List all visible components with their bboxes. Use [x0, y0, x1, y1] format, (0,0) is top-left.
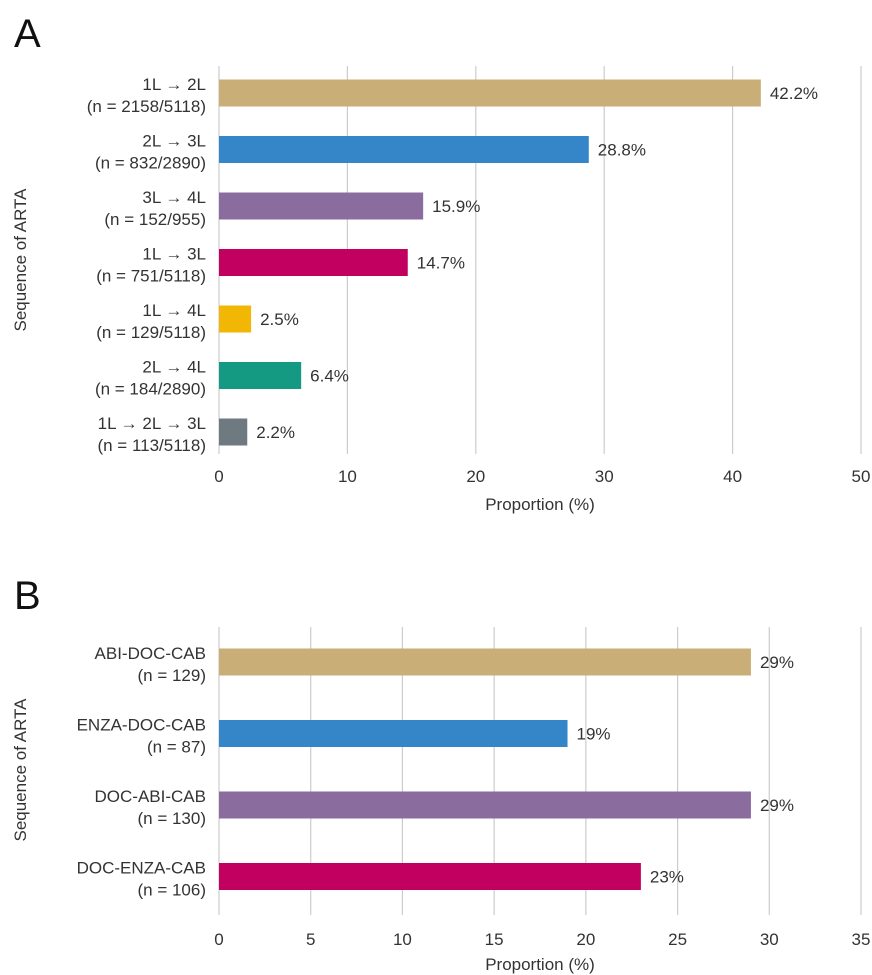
chart-b-bar — [219, 863, 641, 890]
chart-a-x-tick-label: 10 — [338, 467, 357, 486]
chart-a-category-label: 1L → 4L — [142, 301, 206, 320]
chart-a-data-label: 2.2% — [256, 423, 295, 442]
panel-b-letter: B — [14, 574, 41, 618]
chart-a-data-label: 6.4% — [310, 367, 349, 386]
chart-b-y-axis-label: Sequence of ARTA — [11, 698, 30, 842]
chart-b-category-count-label: (n = 130) — [137, 809, 206, 828]
chart-a-category-label: 1L → 2L — [142, 75, 206, 94]
chart-b-x-tick-label: 30 — [760, 930, 779, 949]
panel-a-letter: A — [14, 12, 41, 56]
chart-a-data-label: 15.9% — [432, 197, 480, 216]
chart-a-category-count-label: (n = 129/5118) — [96, 323, 206, 342]
chart-a-category-count-label: (n = 152/955) — [104, 210, 206, 229]
chart-b-bar — [219, 720, 568, 747]
chart-b-category-count-label: (n = 129) — [137, 666, 206, 685]
chart-a-x-tick-label: 0 — [214, 467, 223, 486]
chart-a-bar — [219, 136, 589, 163]
chart-a-data-label: 28.8% — [598, 141, 646, 160]
chart-a-bar — [219, 362, 302, 389]
chart-a-x-tick-label: 30 — [595, 467, 614, 486]
chart-b-category-count-label: (n = 87) — [147, 738, 206, 757]
chart-b-x-tick-label: 25 — [668, 930, 687, 949]
chart-a-category-label: 3L → 4L — [142, 188, 206, 207]
chart-a-category-count-label: (n = 2158/5118) — [87, 97, 206, 116]
chart-a-x-axis-label: Proportion (%) — [485, 495, 595, 514]
chart-b-x-axis-label: Proportion (%) — [485, 955, 595, 974]
chart-a-category-count-label: (n = 832/2890) — [95, 154, 206, 173]
chart-b-x-tick-label: 10 — [393, 930, 412, 949]
chart-a-bar — [219, 79, 761, 107]
chart-b-category-label: ENZA-DOC-CAB — [77, 716, 206, 735]
chart-a-category-label: 1L → 2L → 3L — [98, 414, 206, 433]
chart-a-x-tick-label: 50 — [852, 467, 871, 486]
chart-a-data-label: 2.5% — [260, 310, 299, 329]
chart-b-x-tick-label: 0 — [214, 930, 223, 949]
chart-b-x-tick-label: 35 — [852, 930, 871, 949]
chart-b-x-tick-label: 5 — [306, 930, 315, 949]
chart-b-bar — [219, 648, 751, 676]
chart-a-data-label: 42.2% — [770, 84, 818, 103]
chart-b-data-label: 29% — [760, 653, 794, 672]
chart-b-category-label: DOC-ENZA-CAB — [77, 859, 206, 878]
chart-b-x-tick-label: 15 — [485, 930, 504, 949]
chart-a-category-label: 2L → 3L — [142, 132, 206, 151]
chart-a-category-label: 2L → 4L — [142, 358, 206, 377]
chart-b-x-tick-label: 20 — [576, 930, 595, 949]
chart-a-data-label: 14.7% — [417, 254, 465, 273]
chart-a-category-count-label: (n = 184/2890) — [95, 380, 206, 399]
chart-b-data-label: 29% — [760, 796, 794, 815]
chart-a-bar — [219, 305, 252, 333]
chart-a-bar — [219, 418, 248, 446]
chart-a-category-label: 1L → 3L — [142, 245, 206, 264]
chart-a-y-axis-label: Sequence of ARTA — [11, 188, 30, 332]
chart-a-category-count-label: (n = 751/5118) — [96, 267, 206, 286]
chart-b-category-label: ABI-DOC-CAB — [95, 644, 206, 663]
chart-a-bar — [219, 192, 424, 220]
chart-b-bar — [219, 791, 751, 819]
chart-b-data-label: 19% — [577, 725, 611, 744]
chart-b-data-label: 23% — [650, 868, 684, 887]
chart-a-x-tick-label: 20 — [466, 467, 485, 486]
chart-a-bar — [219, 249, 408, 276]
chart-b-category-label: DOC-ABI-CAB — [95, 787, 206, 806]
chart-b-category-count-label: (n = 106) — [137, 881, 206, 900]
chart-a-x-tick-label: 40 — [723, 467, 742, 486]
chart-a-category-count-label: (n = 113/5118) — [97, 436, 206, 455]
